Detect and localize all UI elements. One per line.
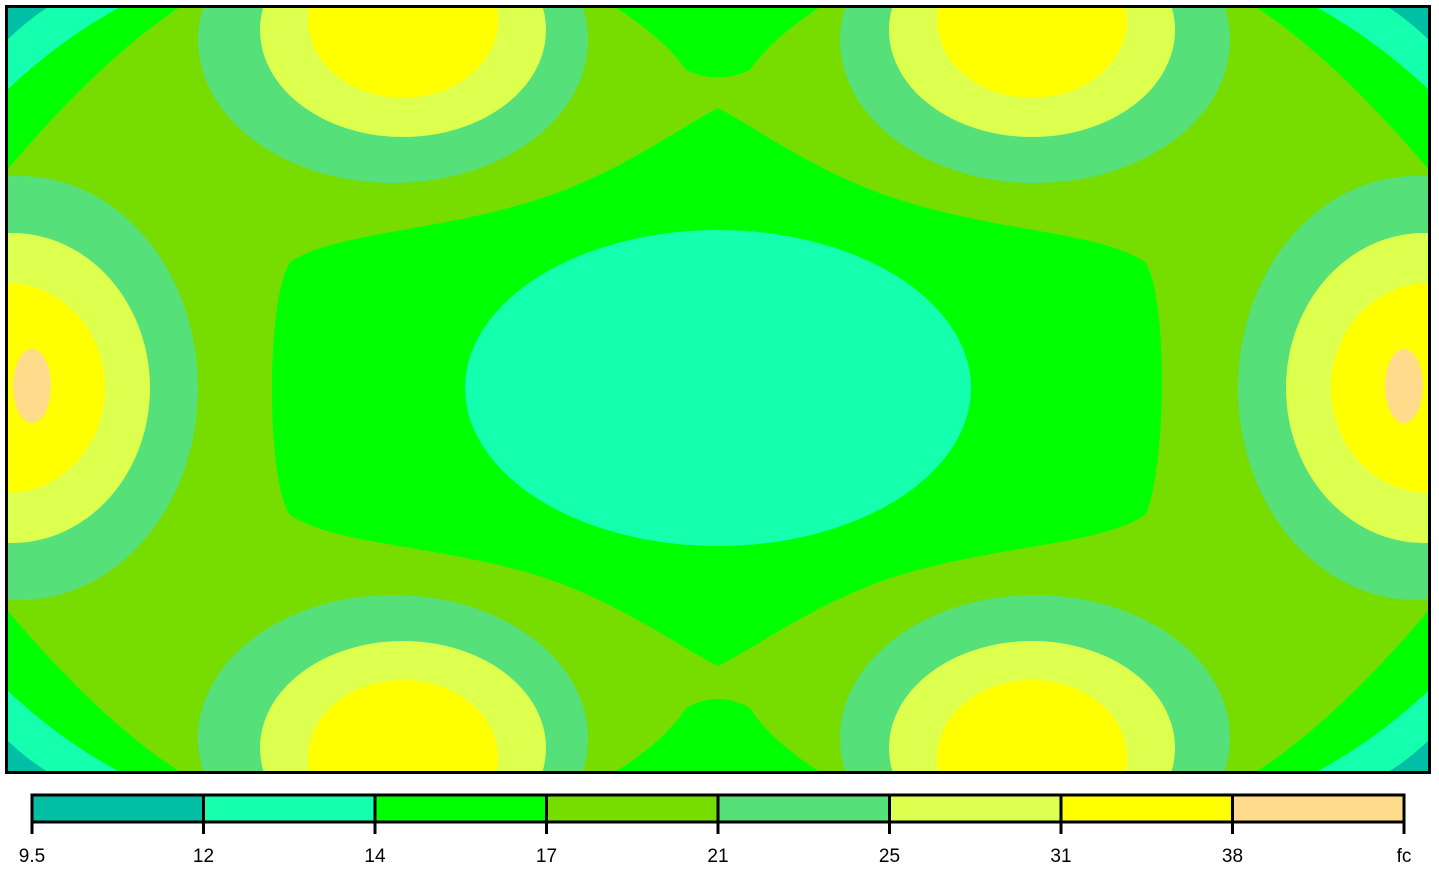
legend-band-4 [716, 793, 891, 824]
legend-tick-label-3: 17 [536, 846, 557, 867]
legend-tick-label-6: 31 [1050, 846, 1071, 867]
legend-tick-label-4: 21 [707, 846, 728, 867]
corner-regions [7, 7, 1429, 772]
legend-band-0 [30, 793, 205, 824]
right-edge-lobe [1238, 176, 1429, 600]
legend-tick-labels: 9.5 12 14 17 21 25 31 38 fc [19, 846, 1412, 867]
legend-band-7 [1231, 793, 1406, 824]
bottom-notch-14-17 [615, 699, 820, 772]
legend-band-3 [545, 793, 720, 824]
legend-band-1 [202, 793, 377, 824]
legend-tick-label-5: 25 [879, 846, 900, 867]
top-left-lobe [198, 7, 588, 183]
top-right-lobe [840, 7, 1230, 183]
legend-tick-label-0: 9.5 [19, 846, 45, 867]
legend-tick-label-7: 38 [1222, 846, 1243, 867]
bottom-right-lobe [840, 595, 1230, 772]
legend-band-6 [1059, 793, 1234, 824]
legend-tick-label-2: 14 [364, 846, 386, 867]
bottom-left-lobe [198, 595, 588, 772]
legend-tick-label-8: fc [1397, 846, 1412, 867]
legend-band-2 [373, 793, 548, 824]
top-notch-14-17 [615, 7, 820, 78]
legend-band-5 [888, 793, 1063, 824]
legend-ticks [30, 795, 1406, 834]
left-edge-lobe [7, 176, 198, 600]
center-band-12-14 [465, 230, 971, 546]
contour-plot [5, 5, 1431, 774]
legend-tick-label-1: 12 [193, 846, 214, 867]
color-legend: 9.5 12 14 17 21 25 31 38 fc [19, 793, 1412, 867]
plot-frame [5, 5, 1431, 774]
